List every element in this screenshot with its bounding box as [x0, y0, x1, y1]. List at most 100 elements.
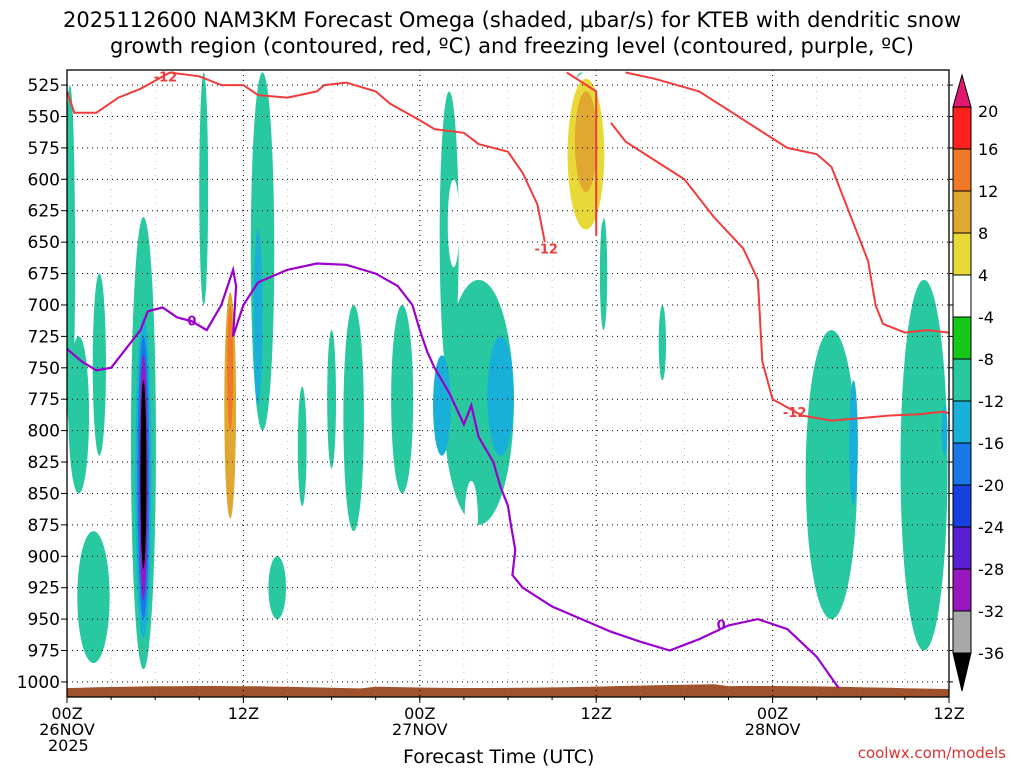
- colorbar-label: -28: [978, 560, 1004, 579]
- omega-region: [658, 304, 667, 381]
- omega-region: [343, 304, 364, 532]
- isotherm-minus12-line: [625, 71, 949, 334]
- colorbar-label: -4: [978, 308, 994, 327]
- credit-link[interactable]: coolwx.com/models: [857, 744, 1006, 762]
- y-tick-label: 600: [28, 170, 60, 190]
- x-tick-label: 00Z: [757, 704, 788, 723]
- y-tick-label: 975: [28, 642, 60, 662]
- omega-shading: [67, 70, 949, 697]
- x-tick-label: 12Z: [933, 704, 964, 723]
- x-tick-label: 00Z: [404, 704, 435, 723]
- colorbar-box: [952, 148, 972, 192]
- omega-region: [599, 217, 608, 331]
- colorbar-box: [952, 232, 972, 276]
- chart-title-line2: growth region (contoured, red, ºC) and f…: [110, 34, 914, 58]
- colorbar-label: -24: [978, 518, 1004, 537]
- freezing-level-line: [67, 262, 840, 689]
- isotherm-label: -12: [783, 406, 807, 421]
- colorbar-label: -12: [978, 392, 1004, 411]
- y-tick-label: 650: [28, 233, 60, 253]
- y-tick-label: 625: [28, 202, 60, 222]
- isotherm-minus12-line: [610, 122, 949, 422]
- omega-region: [199, 72, 209, 305]
- colorbar-label: -36: [978, 644, 1004, 663]
- x-tick-label: 12Z: [228, 704, 259, 723]
- colorbar-bottom-arrow: [952, 652, 972, 692]
- omega-region: [253, 229, 263, 406]
- colorbar-box: [952, 190, 972, 234]
- colorbar-label: -32: [978, 602, 1004, 621]
- omega-region: [92, 273, 106, 456]
- colorbar-box: [952, 526, 972, 570]
- colorbar: 20 16 12 8 4 -4 -8 -12 -16 -20 -24 -28 -32 -36: [952, 73, 1004, 692]
- colorbar-box: [952, 316, 972, 360]
- colorbar-box: [952, 106, 972, 150]
- omega-region: [227, 304, 234, 431]
- colorbar-label: -16: [978, 434, 1004, 453]
- omega-region: [68, 336, 90, 494]
- colorbar-label: 8: [978, 224, 988, 243]
- x-tick-date: 26NOV: [39, 720, 95, 739]
- x-axis-title: Forecast Time (UTC): [403, 746, 595, 768]
- y-tick-label: 800: [28, 422, 60, 442]
- isotherm-minus12-line: [67, 71, 546, 243]
- y-tick-label: 775: [28, 390, 60, 410]
- omega-region: [120, 468, 131, 532]
- colorbar-box: [952, 274, 972, 318]
- isotherm-label: -12: [534, 243, 558, 258]
- colorbar-box: [952, 400, 972, 444]
- omega-region: [900, 279, 948, 651]
- colorbar-label: 12: [978, 182, 998, 201]
- omega-region: [685, 72, 692, 111]
- y-tick-label: 825: [28, 453, 60, 473]
- year-label: 2025: [48, 736, 89, 755]
- omega-region: [525, 70, 538, 123]
- y-tick-label: 925: [28, 579, 60, 599]
- colorbar-top-arrow: [952, 73, 972, 108]
- y-tick-label: 725: [28, 327, 60, 347]
- colorbar-box: [952, 568, 972, 612]
- colorbar-label: 20: [978, 102, 998, 121]
- x-tick-date: 28NOV: [745, 720, 801, 739]
- omega-region: [849, 380, 858, 507]
- colorbar-label: -8: [978, 350, 994, 369]
- omega-region: [297, 386, 307, 507]
- x-tick-date: 27NOV: [392, 720, 448, 739]
- grid-lines: [67, 70, 949, 697]
- isotherm-label: -12: [154, 71, 178, 86]
- y-tick-label: 850: [28, 484, 60, 504]
- omega-region: [77, 531, 110, 664]
- y-tick-label: 950: [28, 610, 60, 630]
- omega-region: [447, 179, 460, 268]
- isotherm-minus12-line: [566, 71, 598, 236]
- y-tick-label: 1000: [17, 673, 60, 693]
- y-tick-label: 875: [28, 516, 60, 536]
- omega-region: [932, 72, 942, 117]
- omega-region: [621, 480, 630, 525]
- omega-region: [250, 72, 275, 431]
- colorbar-label: 16: [978, 140, 998, 159]
- omega-region: [683, 455, 692, 557]
- colorbar-box: [952, 358, 972, 402]
- chart-title-line1: 2025112600 NAM3KM Forecast Omega (shaded…: [62, 8, 962, 32]
- x-tick-label: 00Z: [51, 704, 82, 723]
- y-tick-label: 700: [28, 296, 60, 316]
- freezing-level-label: 0: [187, 314, 196, 329]
- colorbar-label: -20: [978, 476, 1004, 495]
- y-tick-label: 575: [28, 139, 60, 159]
- x-tick-label: 12Z: [581, 704, 612, 723]
- contour-lines: -12 -12 -12 0 0: [67, 71, 949, 689]
- y-tick-label: 675: [28, 265, 60, 285]
- freezing-level-label: 0: [717, 618, 726, 633]
- y-axis: 525 550 575 600 625 650 675 700 725 750 775 800 825 8…: [17, 76, 953, 693]
- y-tick-label: 900: [28, 547, 60, 567]
- y-tick-label: 550: [28, 107, 60, 127]
- colorbar-box: [952, 610, 972, 654]
- colorbar-box: [952, 442, 972, 486]
- y-tick-label: 750: [28, 359, 60, 379]
- omega-region: [487, 336, 514, 456]
- y-tick-label: 525: [28, 76, 60, 96]
- omega-region: [67, 85, 76, 431]
